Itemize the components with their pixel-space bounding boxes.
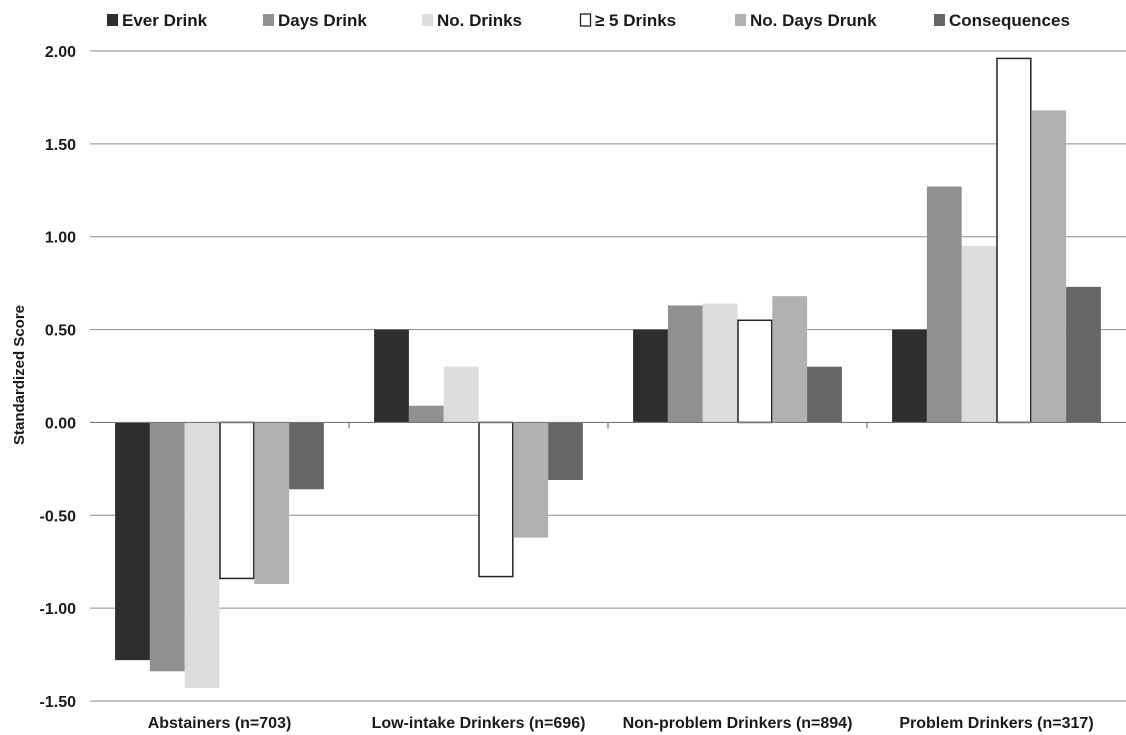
legend-label: No. Drinks — [437, 11, 522, 30]
y-tick-label: 2.00 — [45, 44, 76, 61]
y-axis-title: Standardized Score — [11, 305, 28, 445]
bar — [892, 329, 927, 423]
bar — [254, 422, 290, 584]
bar — [443, 366, 479, 423]
bar — [996, 57, 1032, 424]
legend: Ever Drink Days Drink No. Drinks ≥ 5 Drinks… — [107, 11, 1070, 30]
y-tick-label: -1.50 — [40, 694, 77, 711]
legend-swatch — [107, 14, 118, 26]
y-axis-ticks: -1.50 -1.00 -0.50 0.00 0.50 1.00 1.50 2.00 — [40, 44, 77, 711]
bar — [633, 329, 668, 423]
legend-swatch — [422, 14, 433, 26]
bar — [807, 366, 842, 423]
y-tick-label: -0.50 — [40, 508, 77, 525]
legend-label: Ever Drink — [122, 11, 208, 30]
legend-label: No. Days Drunk — [750, 11, 877, 30]
bar — [961, 246, 997, 423]
bar — [219, 421, 255, 580]
bar — [1066, 286, 1101, 423]
bar — [408, 405, 444, 423]
legend-label: Days Drink — [278, 11, 367, 30]
legend-swatch — [735, 14, 746, 26]
legend-label: ≥ 5 Drinks — [595, 11, 676, 30]
bar — [702, 303, 738, 423]
category-label: Low-intake Drinkers (n=696) — [372, 715, 586, 732]
bar — [478, 421, 514, 578]
category-label: Abstainers (n=703) — [148, 715, 292, 732]
bar — [926, 186, 962, 423]
x-axis — [90, 421, 1126, 429]
bar — [374, 329, 409, 423]
y-tick-label: 0.00 — [45, 415, 76, 432]
y-tick-label: -1.00 — [40, 601, 77, 618]
category-label: Problem Drinkers (n=317) — [899, 715, 1093, 732]
legend-swatch — [263, 14, 274, 26]
bars — [115, 57, 1101, 688]
bar — [149, 422, 185, 672]
y-tick-label: 0.50 — [45, 323, 76, 340]
y-tick-label: 1.50 — [45, 137, 76, 154]
legend-swatch — [934, 14, 945, 26]
category-labels: Abstainers (n=703) Low-intake Drinkers (n… — [148, 715, 1094, 732]
bar — [513, 422, 549, 538]
bar — [737, 319, 773, 424]
legend-swatch — [579, 13, 592, 27]
y-tick-label: 1.00 — [45, 230, 76, 247]
bar — [548, 422, 583, 480]
bar — [184, 422, 220, 688]
bar — [772, 296, 808, 423]
bar — [289, 422, 324, 490]
bar — [115, 422, 150, 661]
legend-label: Consequences — [949, 11, 1070, 30]
bar — [1031, 110, 1067, 423]
bar — [667, 305, 703, 423]
category-label: Non-problem Drinkers (n=894) — [623, 715, 853, 732]
